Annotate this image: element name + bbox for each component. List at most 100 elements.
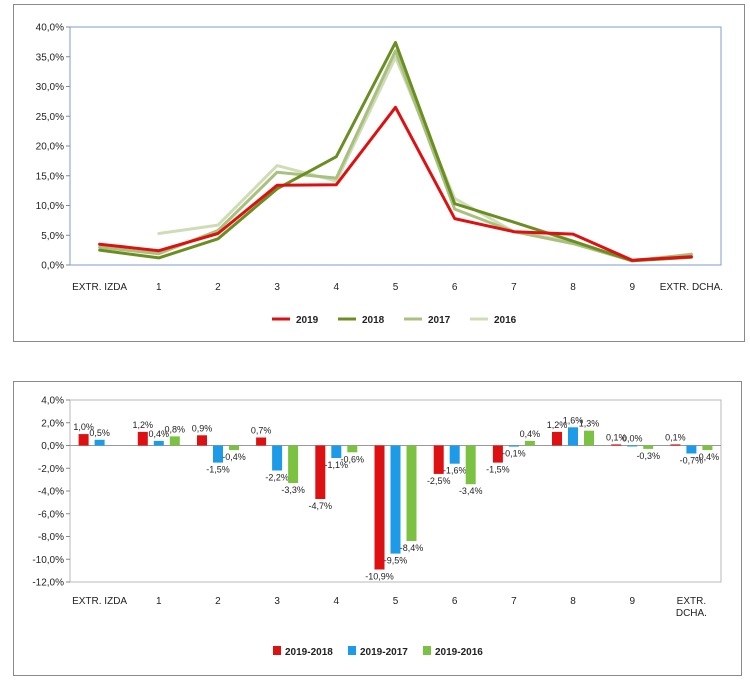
data-label: 1,2% — [547, 420, 568, 430]
data-label: -8,4% — [400, 543, 424, 553]
data-label: 0,0% — [622, 434, 643, 444]
y-tick-label: 5,0% — [41, 231, 64, 242]
y-tick-label: 0,0% — [41, 441, 64, 452]
y-tick-label: 20,0% — [36, 142, 64, 153]
legend-label-2019-2016: 2019-2016 — [435, 647, 483, 658]
line-chart-panel — [13, 4, 745, 342]
bar-2019-2016 — [288, 445, 299, 483]
x-category-label: 8 — [570, 282, 576, 293]
data-label: -2,5% — [427, 476, 451, 486]
x-category-label: 3 — [274, 596, 280, 607]
y-tick-label: -8,0% — [38, 532, 64, 543]
y-tick-label: 15,0% — [36, 171, 64, 182]
x-category-label: 2 — [215, 596, 221, 607]
data-label: 0,1% — [665, 432, 686, 442]
y-tick-label: -12,0% — [32, 578, 64, 589]
x-category-label: 3 — [274, 282, 280, 293]
legend-swatch-2019-2016 — [423, 646, 431, 655]
bar-2019-2016 — [465, 445, 476, 485]
data-label: 0,1% — [606, 432, 627, 442]
y-tick-label: -10,0% — [32, 555, 64, 566]
data-label: -1,1% — [325, 460, 349, 470]
x-category-label: 9 — [629, 282, 635, 293]
bar-2019-2018 — [611, 444, 622, 446]
data-label: -10,9% — [365, 572, 394, 582]
data-label: -0,7% — [680, 456, 704, 466]
x-category-label: EXTR. — [677, 596, 706, 607]
y-tick-label: 4,0% — [41, 396, 64, 407]
data-label: -1,5% — [206, 465, 230, 475]
x-category-label: EXTR. IZDA — [72, 282, 127, 293]
data-label: -0,6% — [341, 454, 365, 464]
y-tick-label: 25,0% — [36, 112, 64, 123]
x-category-label: DCHA. — [676, 608, 707, 619]
data-label: 0,4% — [149, 429, 170, 439]
x-category-label: 5 — [393, 282, 399, 293]
data-label: 1,2% — [133, 420, 154, 430]
bar-2019-2016 — [584, 430, 594, 446]
legend-label-2019-2017: 2019-2017 — [360, 647, 408, 658]
data-label: -1,6% — [443, 466, 467, 476]
data-label: -0,4% — [222, 452, 246, 462]
bar-2019-2018 — [433, 445, 444, 474]
data-label: 0,7% — [251, 426, 272, 436]
data-label: -0,3% — [636, 451, 660, 461]
x-category-label: 5 — [393, 596, 399, 607]
x-category-label: 8 — [570, 596, 576, 607]
bar-2019-2018 — [670, 444, 681, 446]
bar-2019-2016 — [524, 440, 535, 446]
bar-2019-2018 — [374, 445, 385, 570]
bar-2019-2016 — [643, 445, 654, 449]
data-label: 0,4% — [520, 429, 541, 439]
x-category-label: EXTR. DCHA. — [660, 282, 723, 293]
data-label: -0,1% — [502, 449, 526, 459]
data-label: 1,6% — [563, 415, 584, 425]
legend-label-2019: 2019 — [296, 315, 319, 326]
line-chart: 0,0% 5,0% 10,0% 15,0% 20,0% 25,0% 30,0% 35,0% 40… — [36, 23, 723, 327]
data-label: -0,4% — [696, 452, 720, 462]
bar-2019-2017 — [213, 445, 223, 463]
bar-2019-2017 — [331, 445, 342, 458]
legend-label-2017: 2017 — [428, 315, 451, 326]
bar-2019-2017 — [449, 445, 460, 464]
x-category-label: 2 — [215, 282, 221, 293]
bar-2019-2016 — [347, 445, 358, 453]
bar-2019-2018 — [137, 431, 148, 446]
legend-label-2016: 2016 — [494, 315, 517, 326]
x-category-label: 7 — [511, 282, 517, 293]
legend-label-2019-2018: 2019-2018 — [285, 647, 333, 658]
bar-2019-2018 — [197, 435, 207, 446]
y-tick-label: -4,0% — [38, 487, 64, 498]
bar-2019-2018 — [256, 437, 267, 446]
y-tick-label: 40,0% — [36, 23, 64, 34]
data-label: 0,8% — [165, 424, 186, 434]
data-label: -9,5% — [384, 556, 408, 566]
x-category-label: 9 — [629, 596, 635, 607]
bar-2019-2016 — [406, 445, 417, 541]
data-label: 0,5% — [89, 428, 110, 438]
data-label: -1,5% — [486, 465, 510, 475]
y-tick-label: 2,0% — [41, 418, 64, 429]
x-category-label: 4 — [334, 596, 340, 607]
data-label: 1,0% — [73, 422, 94, 432]
x-category-label: 7 — [511, 596, 517, 607]
y-tick-label: 35,0% — [36, 52, 64, 63]
bar-2019-2016 — [702, 445, 713, 451]
x-category-label: 4 — [334, 282, 340, 293]
bar-2019-2018 — [315, 445, 326, 499]
y-tick-label: -2,0% — [38, 464, 64, 475]
bar-2019-2018 — [492, 445, 503, 463]
x-category-label: 1 — [156, 282, 162, 293]
bar-2019-2017 — [153, 440, 164, 446]
data-label: -3,3% — [281, 485, 305, 495]
bar-2019-2017 — [627, 445, 638, 447]
bar-2019-2018 — [552, 431, 562, 446]
y-tick-label: 0,0% — [41, 261, 64, 272]
series-line-2018 — [98, 41, 693, 263]
y-tick-label: 10,0% — [36, 201, 64, 212]
bar-2019-2017 — [686, 445, 697, 454]
bar-2019-2017 — [568, 427, 578, 446]
legend-swatch-2019-2018 — [273, 646, 281, 655]
data-label: -4,7% — [309, 501, 333, 511]
